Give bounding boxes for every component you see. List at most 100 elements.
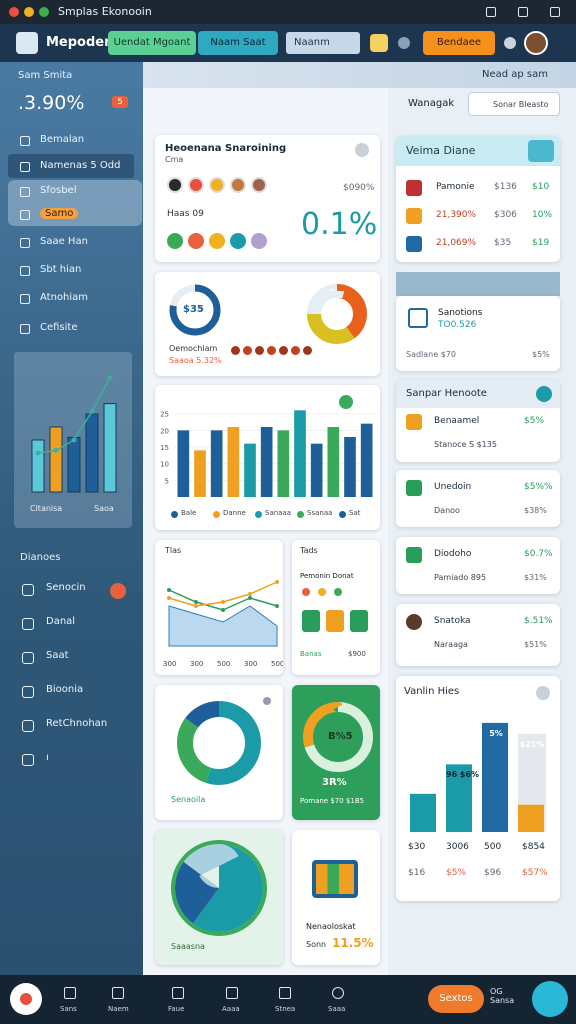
value: $900 xyxy=(348,650,366,658)
center-label: B%5 xyxy=(328,731,353,742)
chart xyxy=(169,284,367,344)
note: Saaoa 5.32% xyxy=(169,356,222,365)
nav-item[interactable]: Samo xyxy=(40,208,79,219)
window-title: Smplas Ekonooin xyxy=(58,5,152,18)
bar xyxy=(482,722,508,832)
stat: .3.90% xyxy=(18,92,85,114)
nav-item[interactable]: ı xyxy=(46,752,49,763)
nav-item[interactable]: Atnohiam xyxy=(40,292,89,303)
bar xyxy=(446,764,472,832)
donut-segment xyxy=(307,284,367,344)
cell: 21,069% xyxy=(436,238,477,248)
cell: 21,390% xyxy=(436,210,477,220)
icon xyxy=(334,588,342,596)
icon xyxy=(355,143,369,157)
bar xyxy=(277,430,290,497)
button[interactable]: Uendat Mgoant xyxy=(108,31,196,55)
caption: Saaasna xyxy=(171,942,205,951)
list-card: Diodoho $0.7% Pamiado 895 $31% xyxy=(396,537,560,594)
bar-label: $21% xyxy=(519,739,545,749)
nav-item[interactable]: Danal xyxy=(46,616,76,627)
icon xyxy=(16,32,38,54)
chart xyxy=(167,580,279,647)
nav-item[interactable]: Cefisite xyxy=(40,322,78,333)
item-sub: Pamiado 895 xyxy=(434,573,487,582)
point xyxy=(35,450,41,456)
item-sub: Danoo xyxy=(434,506,460,515)
label: Haas 09 xyxy=(167,209,204,219)
icon xyxy=(20,136,30,146)
icon xyxy=(20,324,30,334)
icon xyxy=(172,987,184,999)
taskbar-label[interactable]: Faue xyxy=(168,1005,185,1013)
select[interactable]: Naanm xyxy=(286,32,360,54)
nav-item[interactable]: RetChnohan xyxy=(46,718,108,729)
nav-item[interactable]: Sbt hian xyxy=(40,264,82,275)
tiles-card: Tads Pemonin Donat Banas $900 xyxy=(292,540,380,675)
bar xyxy=(85,413,99,493)
search[interactable]: Sonar Bleasto xyxy=(468,92,560,116)
link[interactable]: Nead ap sam xyxy=(481,69,548,80)
item-sub-value: $31% xyxy=(524,573,547,582)
nav-item[interactable]: Senocin xyxy=(46,582,86,593)
nav-item[interactable]: Bioonia xyxy=(46,684,84,695)
icon xyxy=(243,346,252,355)
icon xyxy=(230,177,246,193)
nav-item[interactable]: Namenas 5 Odd xyxy=(40,160,121,171)
item-value: $5% xyxy=(524,416,545,426)
button[interactable]: Sextos xyxy=(428,985,484,1013)
chart xyxy=(171,840,267,936)
taskbar-label[interactable]: Naem xyxy=(108,1005,129,1013)
x-label: $5% xyxy=(446,868,467,878)
nav-item[interactable]: Saae Han xyxy=(40,236,88,247)
area xyxy=(168,605,278,647)
card-title: Sanotions xyxy=(438,308,483,318)
icon xyxy=(226,987,238,999)
line-chart-card: Tlas 300 300 500 300 500 xyxy=(155,540,283,675)
bar xyxy=(294,410,306,497)
card-title: Vanlin Hies xyxy=(404,686,460,697)
taskbar: Sans Naem Faue Aaaa Stnea Saaa Sextos OG Sansa xyxy=(0,975,576,1024)
item-sub-value: $38% xyxy=(524,506,547,515)
icon xyxy=(267,346,276,355)
bar xyxy=(518,804,544,832)
button[interactable]: Bendaee xyxy=(423,31,495,55)
nav-item[interactable]: Saat xyxy=(46,650,69,661)
badge: 5 xyxy=(112,96,128,108)
nav-item[interactable]: Bemalan xyxy=(40,134,85,145)
icon xyxy=(550,7,560,17)
icon xyxy=(339,395,353,409)
taskbar-label[interactable]: Aaaa xyxy=(222,1005,240,1013)
button[interactable]: Naam Saat xyxy=(198,31,278,55)
x-label: $57% xyxy=(522,868,548,878)
x-label: $854 xyxy=(522,842,545,852)
list-card: Unedoin $5%% Danoo $38% xyxy=(396,470,560,527)
cell: 10% xyxy=(532,210,553,220)
icon xyxy=(406,547,422,563)
icon xyxy=(302,610,320,632)
point xyxy=(221,608,225,612)
x-label: 3006 xyxy=(446,842,469,852)
axis-label: Saoa xyxy=(94,504,114,513)
caption: Oemochiam xyxy=(169,344,218,353)
collapse-row xyxy=(396,272,560,296)
bar-chart-card: 5 10 15 20 25 Bale Danne Sanaaa Ssanaa Sat xyxy=(155,385,380,530)
heading: Sam Smita xyxy=(18,70,73,81)
nav-item[interactable]: Sfosbel xyxy=(40,185,77,196)
chart: 5 10 15 20 25 xyxy=(160,410,375,497)
icon xyxy=(188,177,204,193)
icon xyxy=(536,386,552,402)
ring xyxy=(171,840,267,936)
icon xyxy=(20,162,30,172)
icon xyxy=(20,210,30,220)
note: Sadlane $70 xyxy=(406,350,456,359)
bar xyxy=(260,427,273,497)
icon xyxy=(22,754,34,766)
bar xyxy=(244,443,256,497)
taskbar-label[interactable]: Stnea xyxy=(275,1005,296,1013)
taskbar-label[interactable]: Saaa xyxy=(328,1005,346,1013)
point xyxy=(53,447,59,453)
taskbar-label[interactable]: Sans xyxy=(60,1005,77,1013)
point xyxy=(194,600,198,604)
